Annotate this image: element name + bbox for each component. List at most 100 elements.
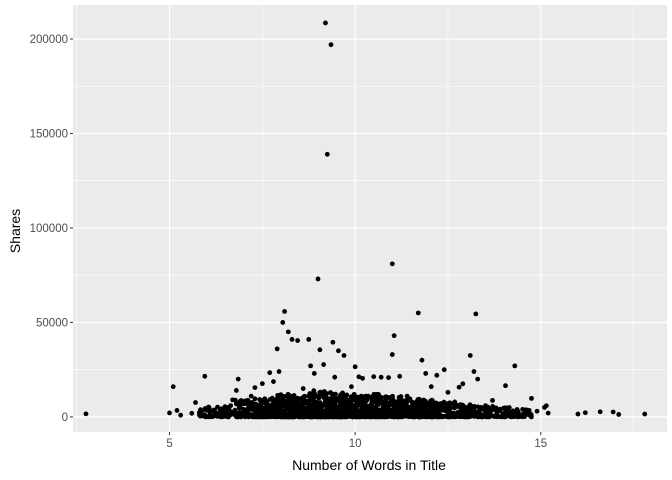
data-point [315, 276, 321, 282]
data-point [455, 409, 461, 415]
data-point [401, 400, 407, 406]
data-point [244, 400, 250, 405]
data-point [282, 309, 288, 314]
data-point [473, 311, 479, 317]
data-point [296, 406, 302, 412]
data-point [240, 407, 246, 412]
data-point [314, 393, 319, 399]
data-point [285, 329, 291, 335]
data-point [529, 395, 534, 401]
data-point [324, 151, 330, 157]
data-point [490, 398, 495, 403]
y-axis-title: Shares [7, 209, 23, 253]
data-point [167, 410, 172, 416]
data-point [279, 403, 285, 409]
data-point [456, 404, 462, 410]
data-point [250, 412, 256, 418]
data-point [365, 395, 371, 400]
data-point [178, 412, 184, 418]
data-point [223, 407, 228, 412]
data-point [520, 406, 526, 412]
data-point [323, 20, 328, 26]
data-point [252, 385, 258, 390]
data-point [429, 397, 435, 403]
data-point [288, 395, 294, 401]
data-point [363, 410, 369, 415]
data-point [346, 409, 352, 415]
data-point [226, 412, 231, 418]
data-point [510, 408, 516, 414]
data-point [252, 396, 258, 402]
data-point [263, 398, 269, 404]
data-point [356, 374, 362, 380]
data-point [299, 399, 305, 405]
data-point [317, 400, 323, 406]
data-point [289, 337, 295, 342]
data-point [264, 406, 270, 412]
data-point [265, 402, 271, 408]
data-point [332, 374, 338, 380]
data-point [193, 400, 198, 405]
data-point [421, 414, 427, 420]
data-point [371, 405, 377, 411]
data-point [467, 353, 473, 358]
data-point [276, 369, 282, 374]
data-point [423, 371, 429, 376]
data-point [295, 411, 301, 417]
data-point [575, 411, 581, 417]
data-point [503, 383, 508, 389]
data-point [352, 364, 358, 370]
data-point [446, 414, 452, 420]
data-point [174, 408, 180, 413]
data-point [321, 402, 326, 408]
data-point [370, 394, 376, 400]
data-point [471, 369, 477, 374]
y-tick-label: 100000 [30, 223, 68, 235]
data-point [311, 371, 317, 376]
data-point [389, 352, 395, 357]
data-point [374, 411, 380, 417]
data-point [254, 412, 260, 417]
data-point [349, 384, 354, 390]
data-point [514, 407, 520, 412]
data-point [275, 413, 280, 418]
data-point [642, 411, 648, 417]
data-point [253, 401, 259, 407]
data-point [327, 399, 333, 405]
data-point [436, 408, 442, 414]
data-point [241, 410, 247, 416]
data-point [518, 414, 523, 420]
data-point [354, 397, 360, 402]
data-point [415, 310, 421, 316]
data-point [408, 414, 414, 419]
data-point [450, 411, 456, 416]
data-point [313, 406, 319, 412]
y-tick-label: 0 [62, 412, 68, 424]
data-point [610, 409, 616, 415]
data-point [307, 391, 313, 396]
data-point [196, 410, 202, 415]
data-point [399, 411, 405, 417]
data-point [317, 347, 323, 353]
data-point [475, 412, 480, 418]
data-point [363, 413, 369, 419]
data-point [389, 398, 395, 404]
data-point [420, 405, 426, 411]
data-point [343, 404, 349, 410]
data-point [269, 407, 275, 413]
data-point [378, 374, 384, 380]
data-point [170, 384, 176, 390]
data-point [456, 384, 462, 390]
data-point [385, 394, 391, 400]
data-point [397, 373, 403, 379]
data-point [327, 396, 332, 402]
data-point [494, 409, 500, 415]
data-point [308, 363, 313, 369]
data-point [456, 414, 462, 420]
data-point [233, 388, 239, 393]
data-point [261, 414, 267, 420]
data-point [274, 346, 280, 352]
data-point [430, 413, 436, 419]
data-point [300, 413, 305, 419]
